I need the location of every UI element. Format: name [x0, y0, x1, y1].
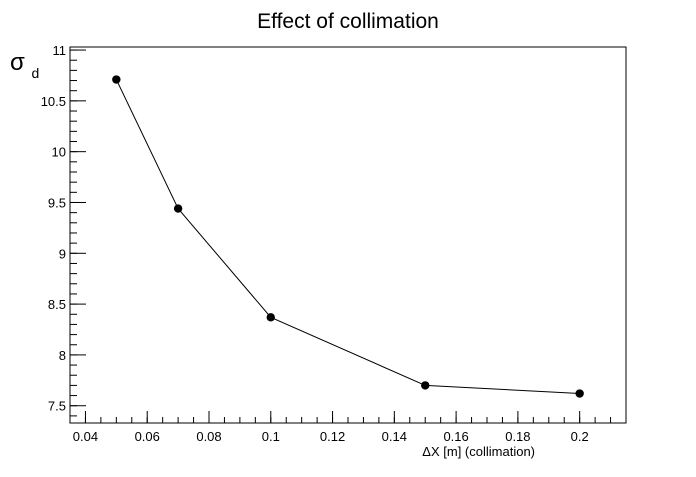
data-point: [575, 389, 584, 398]
y-tick-label: 9: [59, 246, 66, 261]
x-tick-label: 0.1: [262, 429, 280, 444]
series-line: [115, 79, 580, 395]
x-minor-ticks: [69, 417, 627, 423]
series-layer: [112, 75, 584, 398]
y-tick-label: 9.5: [48, 195, 66, 210]
y-minor-ticks: [70, 49, 77, 417]
plot-frame: [69, 46, 627, 424]
x-axis: 0.04 0.06 0.08 0.1 0.12 0.14 0.16 0.18 0.2: [73, 411, 589, 444]
x-tick-label: 0.16: [443, 429, 468, 444]
x-axis-label: ΔX [m] (collimation): [422, 444, 535, 459]
chart-title: Effect of collimation: [257, 10, 439, 33]
data-point: [173, 204, 183, 213]
y-tick-label: 10: [52, 145, 66, 160]
y-axis-label: σ d: [10, 49, 39, 81]
y-tick-label: 8: [59, 348, 66, 363]
x-tick-label: 0.14: [382, 429, 407, 444]
y-axis: 7.5 8 8.5 9 9.5 10 10.5 11: [41, 43, 86, 414]
y-axis-label-subscript: d: [31, 65, 39, 81]
y-axis-label-symbol: σ: [10, 49, 25, 76]
x-tick-label: 0.04: [73, 429, 98, 444]
data-point: [266, 313, 275, 322]
x-tick-label: 0.2: [571, 429, 589, 444]
y-tick-label: 8.5: [48, 297, 66, 312]
x-tick-label: 0.06: [135, 429, 160, 444]
data-point: [421, 381, 430, 390]
x-tick-label: 0.18: [505, 429, 530, 444]
y-tick-label: 7.5: [48, 399, 66, 414]
x-tick-label: 0.12: [320, 429, 345, 444]
y-tick-label: 11: [53, 43, 67, 58]
y-tick-label: 10.5: [41, 94, 66, 109]
data-point: [112, 75, 121, 84]
x-tick-label: 0.08: [196, 429, 221, 444]
